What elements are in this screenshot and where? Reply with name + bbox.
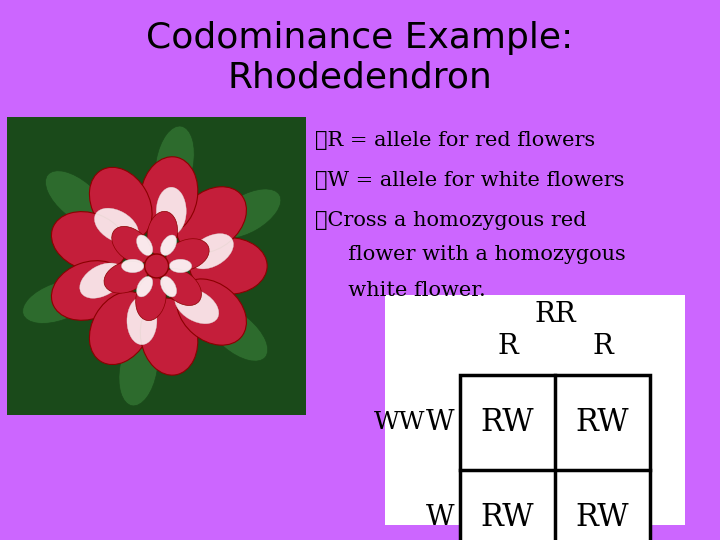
Ellipse shape [162, 269, 202, 306]
Bar [385, 295, 685, 525]
Ellipse shape [51, 212, 127, 271]
Ellipse shape [166, 239, 209, 271]
Bar [460, 375, 650, 540]
Text: R: R [497, 334, 518, 361]
Ellipse shape [119, 332, 158, 406]
Ellipse shape [206, 305, 268, 361]
Circle shape [145, 254, 168, 278]
Ellipse shape [22, 280, 94, 323]
Ellipse shape [89, 292, 152, 364]
Ellipse shape [45, 171, 107, 227]
Text: flower with a homozygous: flower with a homozygous [335, 246, 626, 265]
Ellipse shape [112, 226, 151, 263]
Ellipse shape [122, 259, 144, 273]
Text: W: W [426, 504, 454, 531]
Ellipse shape [156, 187, 186, 235]
Text: ❖W = allele for white flowers: ❖W = allele for white flowers [315, 171, 624, 190]
Text: white flower.: white flower. [335, 280, 486, 300]
Ellipse shape [161, 235, 176, 255]
Ellipse shape [147, 211, 178, 256]
Text: Codominance Example:: Codominance Example: [146, 21, 574, 55]
Ellipse shape [176, 279, 246, 345]
Ellipse shape [156, 126, 194, 200]
Ellipse shape [104, 261, 148, 293]
Text: RW: RW [481, 407, 534, 438]
Ellipse shape [176, 187, 246, 253]
Ellipse shape [94, 208, 138, 244]
Ellipse shape [127, 297, 157, 345]
Ellipse shape [51, 261, 127, 320]
Text: Rhodedendron: Rhodedendron [228, 61, 492, 95]
Text: RW: RW [481, 502, 534, 533]
Ellipse shape [140, 157, 198, 234]
Ellipse shape [137, 235, 153, 255]
Text: WW: WW [374, 411, 426, 434]
Text: W: W [426, 409, 454, 436]
Ellipse shape [89, 167, 152, 240]
Ellipse shape [161, 276, 176, 297]
Text: RR: RR [534, 301, 576, 328]
Ellipse shape [189, 234, 233, 269]
Text: ❖Cross a homozygous red: ❖Cross a homozygous red [315, 211, 587, 229]
Ellipse shape [189, 238, 267, 294]
Ellipse shape [135, 276, 166, 321]
Text: R: R [592, 334, 613, 361]
Ellipse shape [214, 189, 281, 238]
Ellipse shape [80, 263, 124, 298]
Ellipse shape [175, 288, 219, 323]
Ellipse shape [140, 298, 198, 375]
Ellipse shape [137, 276, 153, 297]
Text: ❖R = allele for red flowers: ❖R = allele for red flowers [315, 131, 595, 150]
Text: RW: RW [576, 502, 629, 533]
Ellipse shape [169, 259, 192, 273]
Text: RW: RW [576, 407, 629, 438]
